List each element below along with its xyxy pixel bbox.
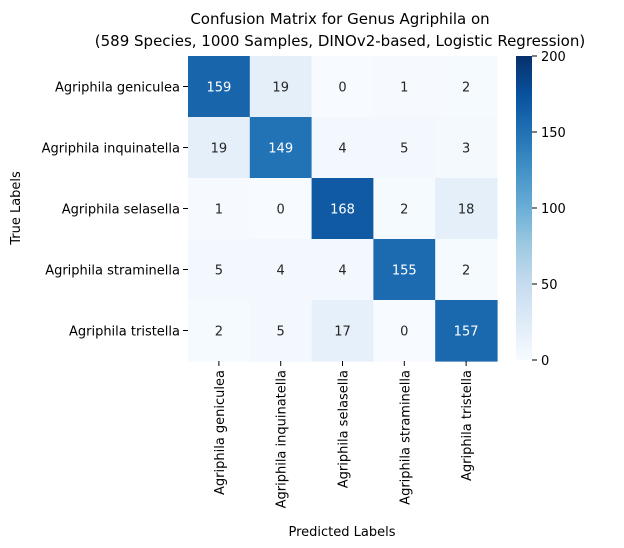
cell-value-label: 0 [400,325,408,340]
row-tick-label: Agriphila straminella [45,264,180,279]
cell-value-label: 19 [211,142,228,157]
heatmap-cell [311,300,374,362]
cell-value-label: 19 [272,81,289,96]
heatmap-cell [188,239,251,301]
cell-value-label: 149 [268,142,293,157]
heatmap-cell [249,56,313,118]
heatmap-cell [188,178,251,240]
cell-value-label: 1 [215,203,223,218]
heatmap-cell [311,56,374,118]
heatmap-cell [373,117,436,179]
chart-title-line-1: Confusion Matrix for Genus Agriphila on [190,10,489,28]
cell-value-label: 0 [338,81,346,96]
heatmap-cell [188,56,251,118]
heatmap-cells [188,56,498,362]
colorbar [516,56,532,360]
heatmap-cell [373,239,436,301]
col-tick-label: Agriphila geniculea [213,370,228,495]
heatmap-cell [373,178,436,240]
cell-value-label: 168 [330,203,355,218]
row-tick-label: Agriphila inquinatella [42,142,180,157]
colorbar-tick-label: 150 [541,126,566,141]
heatmap-cell [435,300,498,362]
cell-value-label: 3 [462,142,470,157]
col-tick-label: Agriphila tristella [460,370,475,481]
heatmap-cell [311,117,374,179]
heatmap-cell [435,117,498,179]
heatmap-cell [311,239,374,301]
heatmap-cell [249,178,313,240]
row-tick-label: Agriphila selasella [62,203,180,218]
cell-value-label: 17 [334,325,351,340]
cell-value-label: 2 [400,203,408,218]
cell-value-label: 1 [400,81,408,96]
heatmap-cell [373,300,436,362]
heatmap-cell [188,117,251,179]
row-tick-label: Agriphila tristella [69,325,180,340]
cell-value-label: 5 [277,325,285,340]
cell-value-label: 157 [454,325,479,340]
heatmap-cell [249,300,313,362]
cell-value-label: 2 [462,81,470,96]
heatmap-cell [249,239,313,301]
cell-value-label: 2 [215,325,223,340]
colorbar-ticks: 0 50 100 150 200 [532,50,566,369]
cell-value-label: 18 [458,203,475,218]
cell-value-label: 5 [215,264,223,279]
heatmap-cell [435,56,498,118]
col-tick-label: Agriphila selasella [337,370,352,488]
colorbar-tick-label: 50 [541,278,558,293]
col-tick-labels: Agriphila geniculea Agriphila inquinatell… [213,361,475,508]
colorbar-tick-label: 200 [541,50,566,65]
cell-value-label: 4 [277,264,285,279]
cell-value-label: 4 [338,142,346,157]
x-axis-label: Predicted Labels [288,525,395,540]
col-tick-label: Agriphila straminella [398,370,413,505]
cell-value-label: 159 [206,81,231,96]
col-tick-label: Agriphila inquinatella [275,370,290,508]
heatmap-cell [188,300,251,362]
heatmap-cell [435,239,498,301]
row-tick-label: Agriphila geniculea [55,81,180,96]
colorbar-tick-label: 0 [541,354,549,369]
heatmap-cell [435,178,498,240]
cell-value-label: 4 [338,264,346,279]
heatmap-cell [249,117,313,179]
heatmap-cell-labels: 159 19 0 1 2 19 149 4 5 3 1 0 168 2 18 5 4 4 155 2 2 5 17 0 157 [206,81,478,340]
row-tick-labels: Agriphila geniculea Agriphila inquinatell… [42,81,188,340]
heatmap-cell [373,56,436,118]
cell-value-label: 155 [392,264,417,279]
y-axis-label: True Labels [9,171,24,246]
cell-value-label: 0 [277,203,285,218]
cell-value-label: 5 [400,142,408,157]
heatmap-cell [311,178,374,240]
cell-value-label: 2 [462,264,470,279]
colorbar-tick-label: 100 [541,202,566,217]
chart-title-line-2: (589 Species, 1000 Samples, DINOv2-based… [95,32,585,50]
